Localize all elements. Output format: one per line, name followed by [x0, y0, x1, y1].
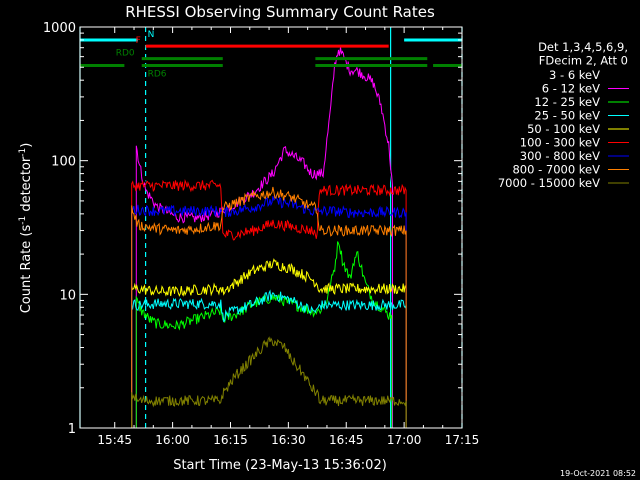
legend-label-3: 12 - 25 keV: [534, 95, 600, 109]
x-tick-label-1: 15:45: [97, 433, 132, 447]
legend-header-2: FDecim 2, Att 0: [539, 54, 628, 68]
state-bar-label-rd6: RD6: [148, 70, 167, 80]
x-tick-label-4: 16:30: [271, 433, 306, 447]
legend-label-7: 300 - 800 keV: [520, 149, 600, 163]
series-line-8: [131, 186, 407, 428]
x-axis-label: Start Time (23-May-13 15:36:02): [173, 458, 387, 473]
y-tick-label-2: 10: [59, 288, 76, 303]
legend-label-5: 50 - 100 keV: [527, 122, 600, 136]
legend-header-1: Det 1,3,4,5,6,9,: [538, 40, 628, 54]
state-bar-label-f: F: [136, 36, 141, 46]
x-tick-label-5: 16:45: [329, 433, 364, 447]
x-tick-label-3: 16:15: [213, 433, 248, 447]
footer-timestamp: 19-Oct-2021 08:52: [560, 469, 636, 478]
y-tick-label-4: 1000: [43, 21, 76, 36]
series-line-6: [131, 179, 407, 428]
x-tick-label-2: 16:00: [155, 433, 190, 447]
y-tick-label-3: 100: [51, 155, 76, 170]
y-axis-label: Count Rate (s-1 detector-1): [18, 143, 34, 314]
x-tick-label-7: 17:15: [445, 433, 480, 447]
axes: 15:45 16:00 16:15 16:30 16:45 17:00 17:15 1 10 10…: [43, 21, 479, 447]
plot-frame: [79, 26, 463, 429]
state-bar-label-rd0: RD0: [116, 49, 135, 59]
series-line-5: [131, 258, 407, 428]
series-line-4: [131, 289, 407, 428]
series-line-2: [135, 47, 393, 428]
y-tick-label-1: 1: [68, 422, 76, 437]
chart-title: RHESSI Observing Summary Count Rates: [125, 3, 435, 21]
legend-label-4: 25 - 50 keV: [534, 109, 600, 123]
legend-label-9: 7000 - 15000 keV: [498, 176, 600, 190]
series-line-1: [135, 84, 393, 428]
x-tick-label-6: 17:00: [387, 433, 422, 447]
series-lines: [131, 47, 407, 428]
state-bar-label-n: N: [148, 30, 155, 40]
legend-label-8: 800 - 7000 keV: [512, 163, 600, 177]
legend-label-6: 100 - 300 keV: [520, 136, 600, 150]
series-line-7: [131, 194, 407, 428]
legend-label-2: 6 - 12 keV: [542, 82, 600, 96]
series-line-9: [131, 336, 407, 428]
legend-label-1: 3 - 6 keV: [549, 68, 600, 82]
legend: Det 1,3,4,5,6,9,FDecim 2, Att 03 - 6 keV…: [498, 40, 629, 190]
